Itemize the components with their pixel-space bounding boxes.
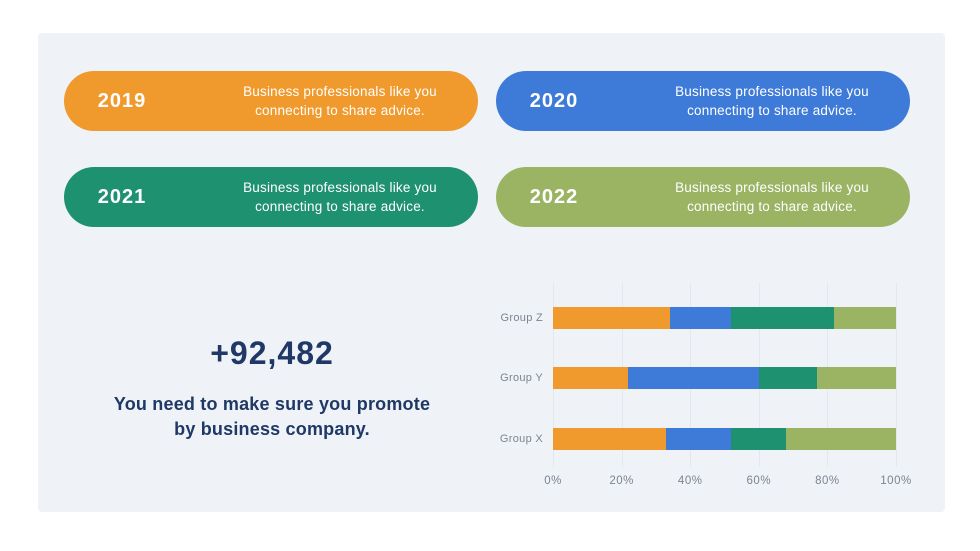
year-label-2022: 2022 [529,185,579,208]
bar-segment-2021 [731,306,835,329]
bar-segment-2020 [628,367,759,390]
description-line-1: Business professionals like you [243,180,437,195]
category-label: Group X [499,433,543,445]
x-tick-label: 0% [544,475,562,487]
bar-row: Group Y [500,367,896,390]
year-label-2019: 2019 [97,89,147,112]
x-tick-label: 40% [677,475,703,487]
year-pill-2022: 2022 Business professionals like you conn… [496,167,910,227]
year-label-2021: 2021 [97,185,147,208]
bar-segment-2022 [786,428,896,450]
x-tick-label: 80% [815,475,840,487]
stacked-bar-chart: 0% 20% 40% 60% 80% 100% Group Z Group Y Group X [500,283,911,487]
bar-row: Group Z [501,306,896,329]
bar-segment-2020 [666,428,732,450]
stat-description-line-2: by business company. [174,419,370,439]
x-tick-label: 20% [609,475,634,487]
category-label: Group Y [500,372,543,385]
description-line-1: Business professionals like you [243,84,437,99]
bar-row: Group X [500,428,896,450]
stacked-bar [553,367,896,390]
description-line-1: Business professionals like you [675,84,869,99]
stat-block: +92,482 You need to make sure you promot… [62,335,482,442]
category-label: Group Z [500,311,543,324]
stat-value: +92,482 [210,335,334,371]
bar-segment-2019 [553,306,670,329]
bar-segment-2019 [553,428,667,450]
description-line-2: connecting to share advice. [687,199,857,214]
description-line-2: connecting to share advice. [687,103,857,118]
bar-segment-2020 [669,306,732,329]
year-description-2022: Business professionals like you connectin… [612,178,910,216]
year-description-2020: Business professionals like you connectin… [612,82,910,120]
bar-segment-2019 [553,367,629,390]
x-tick-label: 60% [746,475,772,487]
bar-segment-2021 [731,428,787,450]
year-label-2020: 2020 [529,89,579,112]
year-pill-2019: 2019 Business professionals like you conn… [64,71,478,131]
bar-segment-2022 [834,306,896,329]
content-panel: 2019 Business professionals like you conn… [38,33,945,512]
stat-description: You need to make sure you promote by busi… [62,392,482,442]
description-line-2: connecting to share advice. [255,199,425,214]
description-line-2: connecting to share advice. [255,103,425,118]
description-line-1: Business professionals like you [675,180,869,195]
bar-segment-2021 [758,367,818,390]
year-description-2021: Business professionals like you connectin… [180,178,478,216]
stacked-bar [553,428,896,450]
stat-description-line-1: You need to make sure you promote [113,394,431,414]
year-description-2019: Business professionals like you connectin… [180,82,478,120]
year-pill-2021: 2021 Business professionals like you conn… [64,167,478,227]
bar-segment-2022 [817,367,896,390]
year-pill-2020: 2020 Business professionals like you conn… [496,71,910,131]
stacked-bar [553,306,896,329]
x-tick-label: 100% [880,475,912,487]
gridline [896,283,897,467]
